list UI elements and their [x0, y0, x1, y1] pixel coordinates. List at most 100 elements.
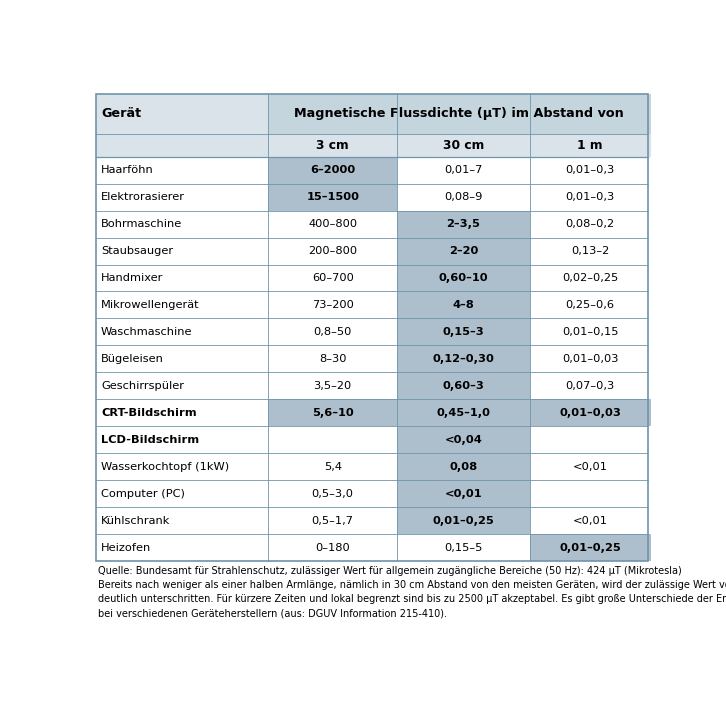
Text: 0,08–0,2: 0,08–0,2	[566, 219, 615, 229]
Text: 3,5–20: 3,5–20	[314, 381, 352, 391]
Text: Staubsauger: Staubsauger	[101, 246, 173, 256]
Bar	[397, 318, 529, 346]
Bar	[268, 426, 397, 453]
Bar	[397, 481, 529, 507]
Bar	[97, 94, 268, 134]
Text: 0,8–50: 0,8–50	[314, 327, 352, 337]
Text: 0,13–2: 0,13–2	[571, 246, 609, 256]
Text: 400–800: 400–800	[308, 219, 357, 229]
Text: 30 cm: 30 cm	[443, 139, 484, 151]
Text: Haarföhn: Haarföhn	[101, 165, 154, 175]
Text: 0,01–0,03: 0,01–0,03	[562, 354, 619, 364]
Text: 0,08: 0,08	[449, 462, 478, 472]
Bar	[529, 481, 650, 507]
Text: 60–700: 60–700	[311, 273, 354, 283]
Bar	[397, 373, 529, 399]
Text: 0,01–0,15: 0,01–0,15	[562, 327, 619, 337]
Text: 0,5–1,7: 0,5–1,7	[311, 516, 354, 526]
Bar	[97, 534, 268, 561]
Bar	[529, 211, 650, 238]
Text: Geschirrspüler: Geschirrspüler	[101, 381, 184, 391]
Text: 0,60–3: 0,60–3	[443, 381, 484, 391]
Text: 8–30: 8–30	[319, 354, 346, 364]
Text: 5,4: 5,4	[324, 462, 342, 472]
Text: Bügeleisen: Bügeleisen	[101, 354, 164, 364]
Bar	[397, 534, 529, 561]
Text: 0,5–3,0: 0,5–3,0	[311, 489, 354, 499]
Bar	[97, 156, 268, 183]
Text: 0,25–0,6: 0,25–0,6	[566, 300, 615, 310]
Text: <0,04: <0,04	[444, 435, 482, 445]
Text: Waschmaschine: Waschmaschine	[101, 327, 192, 337]
Text: <0,01: <0,01	[445, 489, 482, 499]
Text: 0,15–5: 0,15–5	[444, 543, 483, 553]
Text: 0,08–9: 0,08–9	[444, 192, 483, 202]
Text: 0–180: 0–180	[315, 543, 350, 553]
Text: 2–20: 2–20	[449, 246, 478, 256]
Bar	[268, 211, 397, 238]
Bar	[268, 183, 397, 211]
Text: 0,01–0,25: 0,01–0,25	[559, 543, 621, 553]
Bar	[268, 238, 397, 264]
Text: Quelle: Bundesamt für Strahlenschutz, zulässiger Wert für allgemein zugängliche : Quelle: Bundesamt für Strahlenschutz, zu…	[97, 565, 726, 619]
Text: 0,01–0,03: 0,01–0,03	[559, 408, 621, 418]
Bar	[268, 373, 397, 399]
Bar	[529, 373, 650, 399]
Text: Wasserkochtopf (1kW): Wasserkochtopf (1kW)	[101, 462, 229, 472]
Bar	[97, 346, 268, 373]
Text: 0,01–0,25: 0,01–0,25	[433, 516, 494, 526]
Text: 0,01–0,3: 0,01–0,3	[566, 165, 615, 175]
Bar	[397, 507, 529, 534]
Bar	[529, 426, 650, 453]
Text: Elektrorasierer: Elektrorasierer	[101, 192, 185, 202]
Bar	[529, 534, 650, 561]
Text: Mikrowellengerät: Mikrowellengerät	[101, 300, 200, 310]
Text: <0,01: <0,01	[573, 516, 608, 526]
Text: Heizofen: Heizofen	[101, 543, 151, 553]
Text: 5,6–10: 5,6–10	[311, 408, 354, 418]
Bar	[529, 318, 650, 346]
Text: 15–1500: 15–1500	[306, 192, 359, 202]
Text: 200–800: 200–800	[308, 246, 357, 256]
Text: 0,15–3: 0,15–3	[443, 327, 484, 337]
Bar	[529, 399, 650, 426]
Text: 1 m: 1 m	[577, 139, 603, 151]
Bar	[529, 291, 650, 318]
Text: 0,01–7: 0,01–7	[444, 165, 483, 175]
Text: 3 cm: 3 cm	[317, 139, 349, 151]
Bar	[268, 156, 397, 183]
Bar	[529, 183, 650, 211]
Text: 4–8: 4–8	[452, 300, 474, 310]
Bar	[529, 264, 650, 291]
Bar	[397, 134, 529, 156]
Text: CRT-Bildschirm: CRT-Bildschirm	[101, 408, 197, 418]
Text: 2–3,5: 2–3,5	[446, 219, 481, 229]
Bar	[268, 534, 397, 561]
Bar	[97, 183, 268, 211]
Bar	[97, 318, 268, 346]
Text: Handmixer: Handmixer	[101, 273, 163, 283]
Text: <0,01: <0,01	[573, 462, 608, 472]
Text: 73–200: 73–200	[311, 300, 354, 310]
Text: Gerät: Gerät	[101, 107, 141, 120]
Bar	[268, 346, 397, 373]
Bar	[268, 481, 397, 507]
Text: 0,60–10: 0,60–10	[439, 273, 489, 283]
Bar	[97, 453, 268, 481]
Bar	[397, 264, 529, 291]
Text: Bohrmaschine: Bohrmaschine	[101, 219, 182, 229]
Text: Computer (PC): Computer (PC)	[101, 489, 184, 499]
Bar	[97, 211, 268, 238]
Bar	[397, 453, 529, 481]
Text: 0,02–0,25: 0,02–0,25	[562, 273, 619, 283]
Bar	[529, 134, 650, 156]
Bar	[97, 426, 268, 453]
Bar	[397, 291, 529, 318]
Bar	[529, 453, 650, 481]
Bar	[397, 399, 529, 426]
Bar	[268, 399, 397, 426]
Bar	[97, 481, 268, 507]
Bar	[97, 94, 648, 561]
Bar	[268, 453, 397, 481]
Bar	[397, 426, 529, 453]
